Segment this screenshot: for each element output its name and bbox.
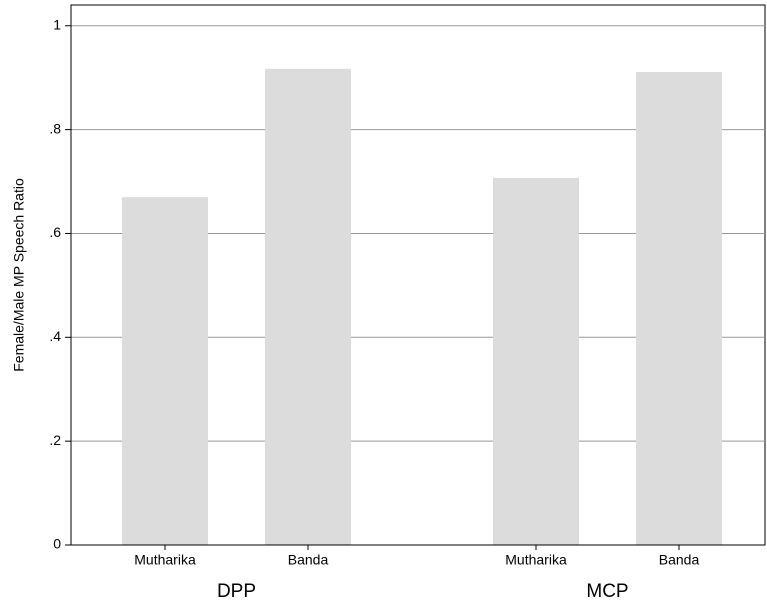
x-tick-label: Banda bbox=[288, 552, 329, 568]
x-tick-label: Mutharika bbox=[505, 552, 567, 568]
bar bbox=[493, 177, 579, 545]
y-tick-label: 0 bbox=[53, 536, 61, 552]
bar bbox=[122, 197, 208, 545]
group-label: DPP bbox=[217, 581, 256, 602]
x-tick-label: Banda bbox=[659, 552, 700, 568]
y-tick-label: .2 bbox=[49, 432, 61, 448]
y-tick-label: .8 bbox=[49, 120, 61, 136]
y-tick-label: .6 bbox=[49, 224, 61, 240]
x-tick-label: Mutharika bbox=[134, 552, 196, 568]
y-tick-label: 1 bbox=[53, 16, 61, 32]
y-axis-title: Female/Male MP Speech Ratio bbox=[11, 178, 27, 372]
bar bbox=[636, 71, 722, 545]
bar bbox=[265, 68, 351, 545]
group-label: MCP bbox=[586, 581, 628, 602]
y-tick-label: .4 bbox=[49, 328, 61, 344]
